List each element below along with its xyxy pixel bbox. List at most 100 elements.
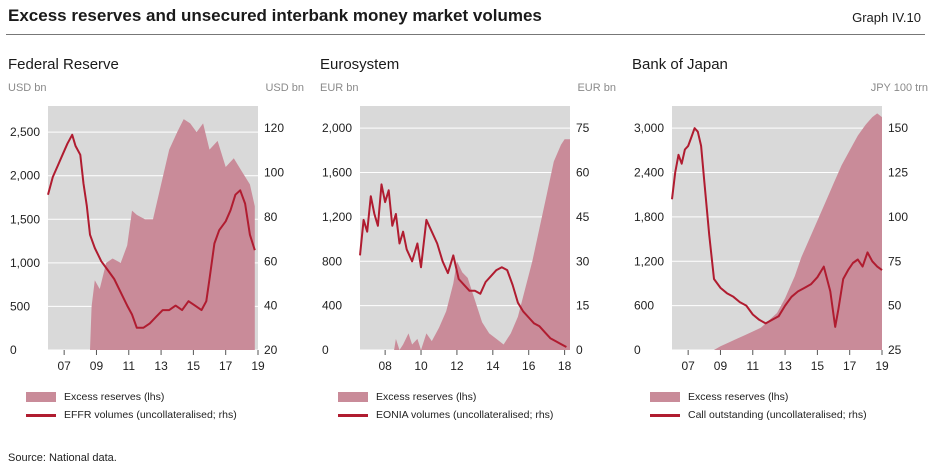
y-right-tick-label: 100 (888, 210, 908, 224)
panel-title: Bank of Japan (632, 56, 728, 73)
y-left-tick-label: 400 (322, 299, 342, 313)
legend-area-swatch (26, 392, 56, 402)
right-axis-unit: EUR bn (577, 82, 616, 94)
volumes-line (47, 133, 256, 329)
y-right-tick-label: 20 (264, 343, 278, 357)
legend: Excess reserves (lhs) EONIA volumes (unc… (338, 388, 553, 424)
y-left-tick-label: 2,500 (10, 125, 40, 139)
x-tick-label: 19 (251, 359, 265, 373)
y-right-tick-label: 50 (888, 299, 902, 313)
volumes-line (671, 127, 883, 328)
title-rule (6, 34, 925, 35)
panel-eurosystem: Eurosystem EUR bn EUR bn 0 400 800 1,200 1,6… (318, 52, 620, 442)
x-tick-label: 11 (123, 359, 136, 373)
legend-area-swatch (338, 392, 368, 402)
y-left-tick-label: 0 (634, 343, 641, 357)
right-axis-unit: USD bn (265, 82, 304, 94)
panel-title: Eurosystem (320, 56, 400, 73)
legend-line-swatch (26, 413, 56, 417)
legend-label: EFFR volumes (uncollateralised; rhs) (64, 409, 237, 421)
x-tick-label: 16 (522, 359, 536, 373)
legend-label: Call outstanding (uncollateralised; rhs) (688, 409, 867, 421)
legend-label: EONIA volumes (uncollateralised; rhs) (376, 409, 554, 421)
source-note: Source: National data. (8, 452, 117, 464)
legend-item-excess-reserves: Excess reserves (lhs) (650, 388, 867, 406)
graph-id: Graph IV.10 (852, 10, 921, 25)
excess-reserves-area (48, 119, 255, 350)
y-left-tick-label: 1,200 (634, 254, 664, 268)
x-tick-label: 13 (778, 359, 792, 373)
left-axis-unit: EUR bn (320, 82, 359, 94)
eurosystem-chart: 0 400 800 1,200 1,600 2,000 0 15 30 45 60 75 08 10 12 1… (322, 106, 590, 373)
legend-item-excess-reserves: Excess reserves (lhs) (26, 388, 237, 406)
legend-label: Excess reserves (lhs) (688, 391, 789, 403)
left-axis-unit: USD bn (8, 82, 47, 94)
y-right-tick-label: 125 (888, 166, 908, 180)
y-left-tick-label: 1,500 (10, 212, 40, 226)
x-tick-label: 19 (875, 359, 889, 373)
y-right-tick-label: 75 (888, 254, 902, 268)
y-left-tick-label: 600 (634, 299, 654, 313)
right-axis-unit: JPY 100 trn (870, 82, 928, 94)
y-right-tick-label: 45 (576, 210, 590, 224)
volumes-line (359, 183, 567, 348)
x-tick-label: 14 (486, 359, 500, 373)
x-tick-label: 13 (154, 359, 168, 373)
y-right-tick-label: 75 (576, 121, 590, 135)
y-right-tick-label: 120 (264, 121, 284, 135)
y-right-tick-label: 15 (576, 299, 590, 313)
y-right-tick-label: 60 (264, 254, 278, 268)
x-tick-label: 15 (187, 359, 201, 373)
legend-label: Excess reserves (lhs) (64, 391, 165, 403)
legend-line-swatch (338, 413, 368, 417)
y-right-tick-label: 80 (264, 210, 278, 224)
graph-title: Excess reserves and unsecured interbank … (8, 6, 542, 25)
y-left-tick-label: 800 (322, 254, 342, 268)
x-tick-label: 18 (558, 359, 572, 373)
y-left-tick-label: 0 (322, 343, 329, 357)
legend-area-swatch (650, 392, 680, 402)
panel-federal-reserve: Federal Reserve USD bn USD bn 0 500 1,000 1… (6, 52, 308, 442)
legend-item-volumes: Call outstanding (uncollateralised; rhs) (650, 406, 867, 424)
x-tick-label: 07 (57, 359, 71, 373)
x-tick-label: 17 (219, 359, 233, 373)
x-tick-label: 07 (681, 359, 695, 373)
legend-item-volumes: EFFR volumes (uncollateralised; rhs) (26, 406, 237, 424)
legend-item-volumes: EONIA volumes (uncollateralised; rhs) (338, 406, 553, 424)
y-right-tick-label: 30 (576, 254, 590, 268)
y-right-tick-label: 40 (264, 299, 278, 313)
x-tick-label: 12 (450, 359, 464, 373)
y-left-tick-label: 3,000 (634, 121, 664, 135)
legend: Excess reserves (lhs) Call outstanding (… (650, 388, 867, 424)
x-tick-label: 15 (811, 359, 825, 373)
y-left-tick-label: 2,000 (10, 169, 40, 183)
y-right-tick-label: 100 (264, 166, 284, 180)
y-left-tick-label: 1,800 (634, 210, 664, 224)
federal-reserve-chart: 0 500 1,000 1,500 2,000 2,500 20 40 60 80 100 120 07… (10, 106, 284, 373)
x-tick-label: 09 (714, 359, 728, 373)
x-tick-label: 09 (90, 359, 104, 373)
bank-of-japan-chart: 0 600 1,200 1,800 2,400 3,000 25 50 75 100 125 150 0… (634, 106, 908, 373)
y-left-tick-label: 1,000 (10, 256, 40, 270)
y-right-tick-label: 0 (576, 343, 583, 357)
y-left-tick-label: 1,600 (322, 166, 352, 180)
legend-line-swatch (650, 413, 680, 417)
x-tick-label: 08 (378, 359, 392, 373)
y-left-tick-label: 1,200 (322, 210, 352, 224)
y-right-tick-label: 60 (576, 166, 590, 180)
y-right-tick-label: 25 (888, 343, 902, 357)
legend: Excess reserves (lhs) EFFR volumes (unco… (26, 388, 237, 424)
legend-item-excess-reserves: Excess reserves (lhs) (338, 388, 553, 406)
excess-reserves-area (360, 139, 570, 350)
legend-label: Excess reserves (lhs) (376, 391, 477, 403)
x-tick-label: 17 (843, 359, 857, 373)
x-tick-label: 11 (747, 359, 760, 373)
y-left-tick-label: 0 (10, 343, 17, 357)
x-tick-label: 10 (414, 359, 428, 373)
panel-title: Federal Reserve (8, 56, 119, 73)
panel-bank-of-japan: Bank of Japan JPY 100 trn 0 600 1,200 1,800… (630, 52, 931, 442)
y-left-tick-label: 500 (10, 299, 30, 313)
y-left-tick-label: 2,400 (634, 166, 664, 180)
y-left-tick-label: 2,000 (322, 121, 352, 135)
y-right-tick-label: 150 (888, 121, 908, 135)
